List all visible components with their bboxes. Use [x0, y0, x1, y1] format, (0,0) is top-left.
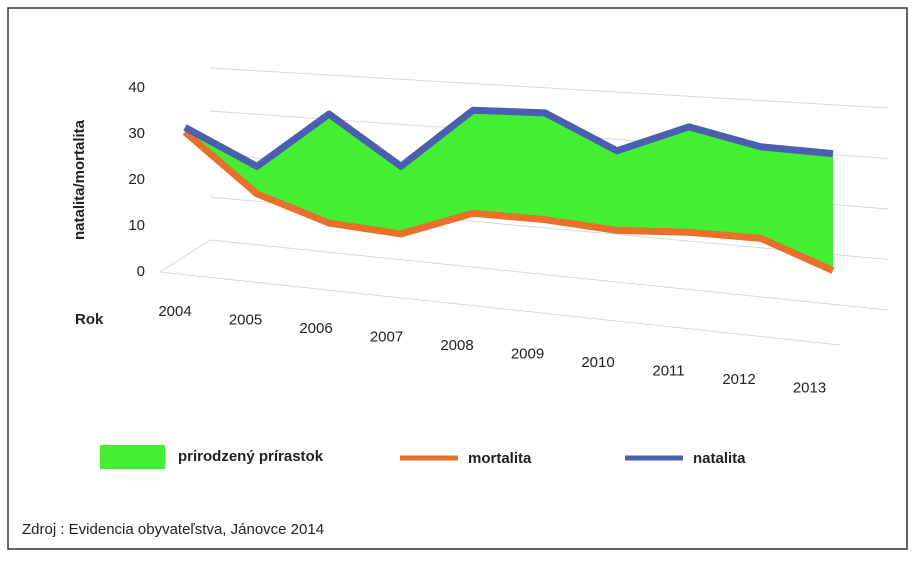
x-tick-label: 2009: [511, 345, 544, 362]
x-tick-label: 2010: [581, 354, 614, 371]
legend-fill-label: prirodzený prírastok: [178, 448, 324, 465]
legend-swatch: [100, 445, 165, 469]
y-tick-label: 30: [128, 125, 145, 142]
legend-label: mortalita: [468, 450, 532, 467]
y-tick-label: 40: [128, 79, 145, 96]
x-tick-label: 2011: [652, 362, 684, 379]
y-tick-label: 20: [128, 171, 145, 188]
x-tick-label: 2005: [229, 311, 262, 328]
series-line: [182, 129, 835, 274]
x-tick-label: 2013: [793, 379, 826, 396]
x-tick-label: 2007: [370, 328, 403, 345]
grid-line: [209, 67, 889, 109]
x-tick-label: 2004: [158, 303, 191, 320]
x-tick-label: 2006: [299, 320, 332, 337]
floor-edge: [159, 271, 841, 346]
legend-label: natalita: [693, 450, 746, 467]
source: Zdroj : Evidencia obyvateľstva, Jánovce …: [22, 521, 324, 538]
floor-edge: [159, 239, 211, 273]
grid-line: [209, 239, 889, 311]
series-line: [183, 106, 834, 170]
y-tick-label: 0: [137, 263, 145, 280]
x-tick-label: 2012: [722, 371, 755, 388]
x-axis-label: Rok: [75, 311, 104, 328]
x-tick-label: 2008: [440, 337, 473, 354]
y-axis-label: natalita/mortalita: [71, 119, 88, 240]
y-tick-label: 10: [128, 217, 145, 234]
